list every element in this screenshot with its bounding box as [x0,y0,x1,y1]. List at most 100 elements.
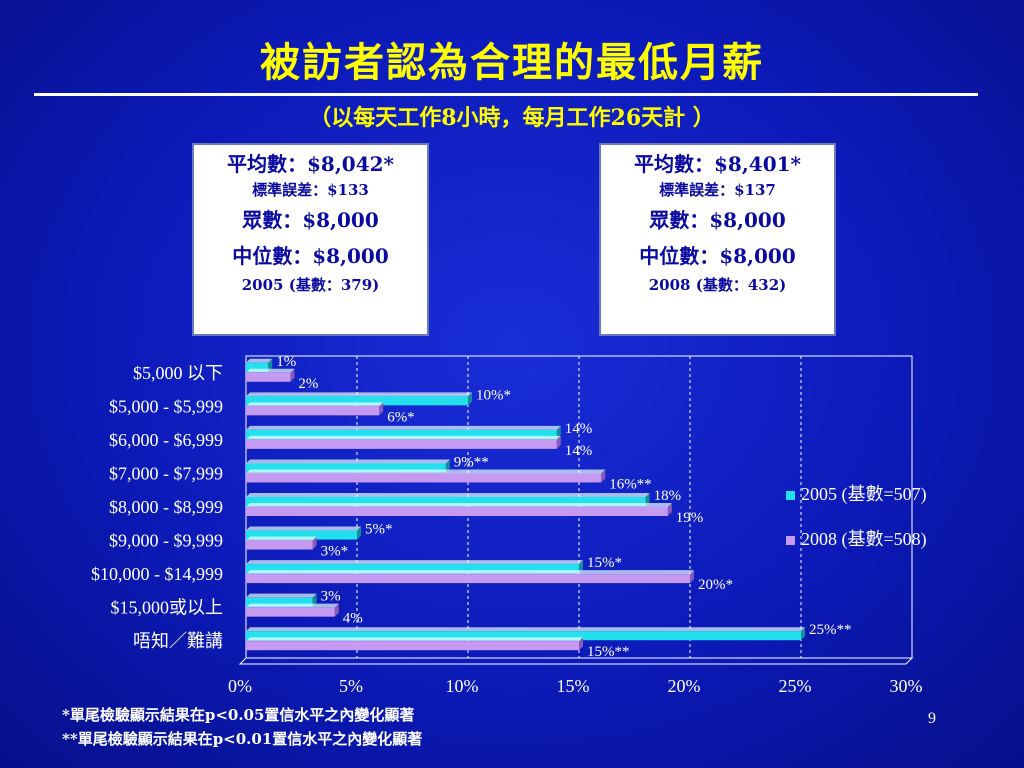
bar-top [246,536,317,541]
bar-side [579,560,583,574]
bar [246,540,313,550]
bar-side [690,570,694,584]
y-category-label: $6,000 - $6,999 [109,430,223,450]
data-label: 4% [343,611,363,627]
bar-side [601,469,606,483]
bar-top [246,493,650,497]
data-label: 2% [298,376,318,392]
bar [246,406,380,416]
data-label: 3%* [321,544,349,560]
median-2005: 中位數：$8,000 [232,244,389,268]
data-label: 14% [565,421,593,437]
stats-box-2005: 平均數：$8,042* 標準誤差：$133 眾數：$8,000 中位數：$8,0… [192,143,429,336]
bar-top [246,570,694,575]
bar [246,641,579,651]
y-category-label: $7,000 - $7,999 [109,463,223,483]
bar-top [246,459,450,464]
data-label: 15%** [587,644,630,660]
bar [246,564,579,574]
base-2005: 2005 (基數：379) [241,276,380,294]
bar-top [246,593,317,598]
data-label: 3% [321,589,341,605]
x-tick-label: 15% [557,676,590,696]
x-tick-label: 25% [779,676,812,696]
y-category-label: $9,000 - $9,999 [109,531,223,551]
bar [246,429,557,439]
footnote-p01: **單尾檢驗顯示結果在p<0.01置信水平之內變化顯著 [62,730,423,748]
bar-top [246,503,672,507]
legend-label: 2005 (基數=507) [801,484,927,505]
page-number: 9 [928,710,936,727]
bar-top [246,425,561,430]
bar-top [246,392,472,397]
y-category-label: $10,000 - $14,999 [91,564,223,584]
bar-side [468,392,472,406]
bar [246,607,335,617]
x-tick-label: 5% [339,676,363,696]
stats-box-2008: 平均數：$8,401* 標準誤差：$137 眾數：$8,000 中位數：$8,0… [599,143,836,336]
mean-2008: 平均數：$8,401* [633,152,801,176]
se-2005: 標準誤差：$133 [252,181,369,199]
base-2008: 2008 (基數：432) [648,276,787,294]
x-tick-label: 20% [668,676,701,696]
bar-side [445,459,450,473]
bar-side [312,593,317,607]
legend-label: 2008 (基數=508) [801,529,927,550]
legend-swatch [786,536,795,545]
bar-side [645,493,650,506]
bar [246,439,557,449]
data-label: 6%* [387,409,415,425]
data-label: 10%* [476,387,511,403]
plot-floor [238,657,914,665]
data-label: 18% [654,488,682,504]
y-category-label: 唔知／難講 [133,631,223,651]
bar [246,362,269,372]
bar-top [246,402,384,407]
y-category-label: $5,000 - $5,999 [109,396,223,416]
bar [246,631,801,641]
bar-side [268,358,273,372]
bar [246,530,357,540]
bar-side [290,368,295,382]
data-label: 5%* [365,522,393,538]
title-divider [34,93,978,96]
bar-top [246,526,361,531]
bar [246,372,291,382]
page-subtitle: （以每天工作8小時，每月工作26天計 ） [309,105,715,131]
mean-2005: 平均數：$8,042* [226,152,394,176]
bar-side [667,503,672,516]
bar-top [246,469,606,474]
data-label: 25%** [809,622,852,638]
x-tick-label: 30% [890,676,923,696]
bar-side [801,627,805,641]
data-label: 14% [565,443,593,459]
bar-top [246,368,295,373]
bar [246,396,468,406]
bar-side [579,637,583,651]
bar-side [334,603,339,617]
legend-swatch [786,491,795,500]
data-label: 19% [676,510,704,526]
mode-2005: 眾數：$8,000 [242,208,379,232]
data-label: 1% [276,354,296,370]
se-2008: 標準誤差：$137 [659,181,776,199]
bar-top [246,560,583,565]
data-label: 15%* [587,555,622,571]
footnote-p05: *單尾檢驗顯示結果在p<0.05置信水平之內變化顯著 [62,706,415,724]
data-label: 16%** [609,476,652,492]
bar-top [246,435,561,440]
data-label: 20%* [698,577,733,593]
x-tick-label: 10% [446,676,479,696]
bar-side [357,526,361,540]
data-label: 9%** [454,454,489,470]
bar-side [379,402,384,416]
bar-side [556,435,561,449]
bar-top [246,637,583,642]
bar [246,507,668,516]
y-category-label: $8,000 - $8,999 [109,497,223,517]
bar [246,497,646,506]
bar-top [246,627,805,632]
bar [246,463,446,473]
bar-side [312,536,317,550]
